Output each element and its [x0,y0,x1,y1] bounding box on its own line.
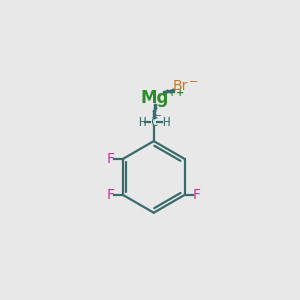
Text: H: H [162,116,169,129]
Text: C: C [150,116,158,129]
Text: F: F [193,188,201,202]
Text: H: H [138,116,146,129]
Text: F: F [107,152,115,166]
Text: Mg: Mg [141,89,169,107]
Text: F: F [107,188,115,202]
Text: −: − [154,111,162,121]
Text: Br: Br [172,80,188,93]
Text: ++: ++ [168,88,184,98]
Text: −: − [189,77,199,87]
